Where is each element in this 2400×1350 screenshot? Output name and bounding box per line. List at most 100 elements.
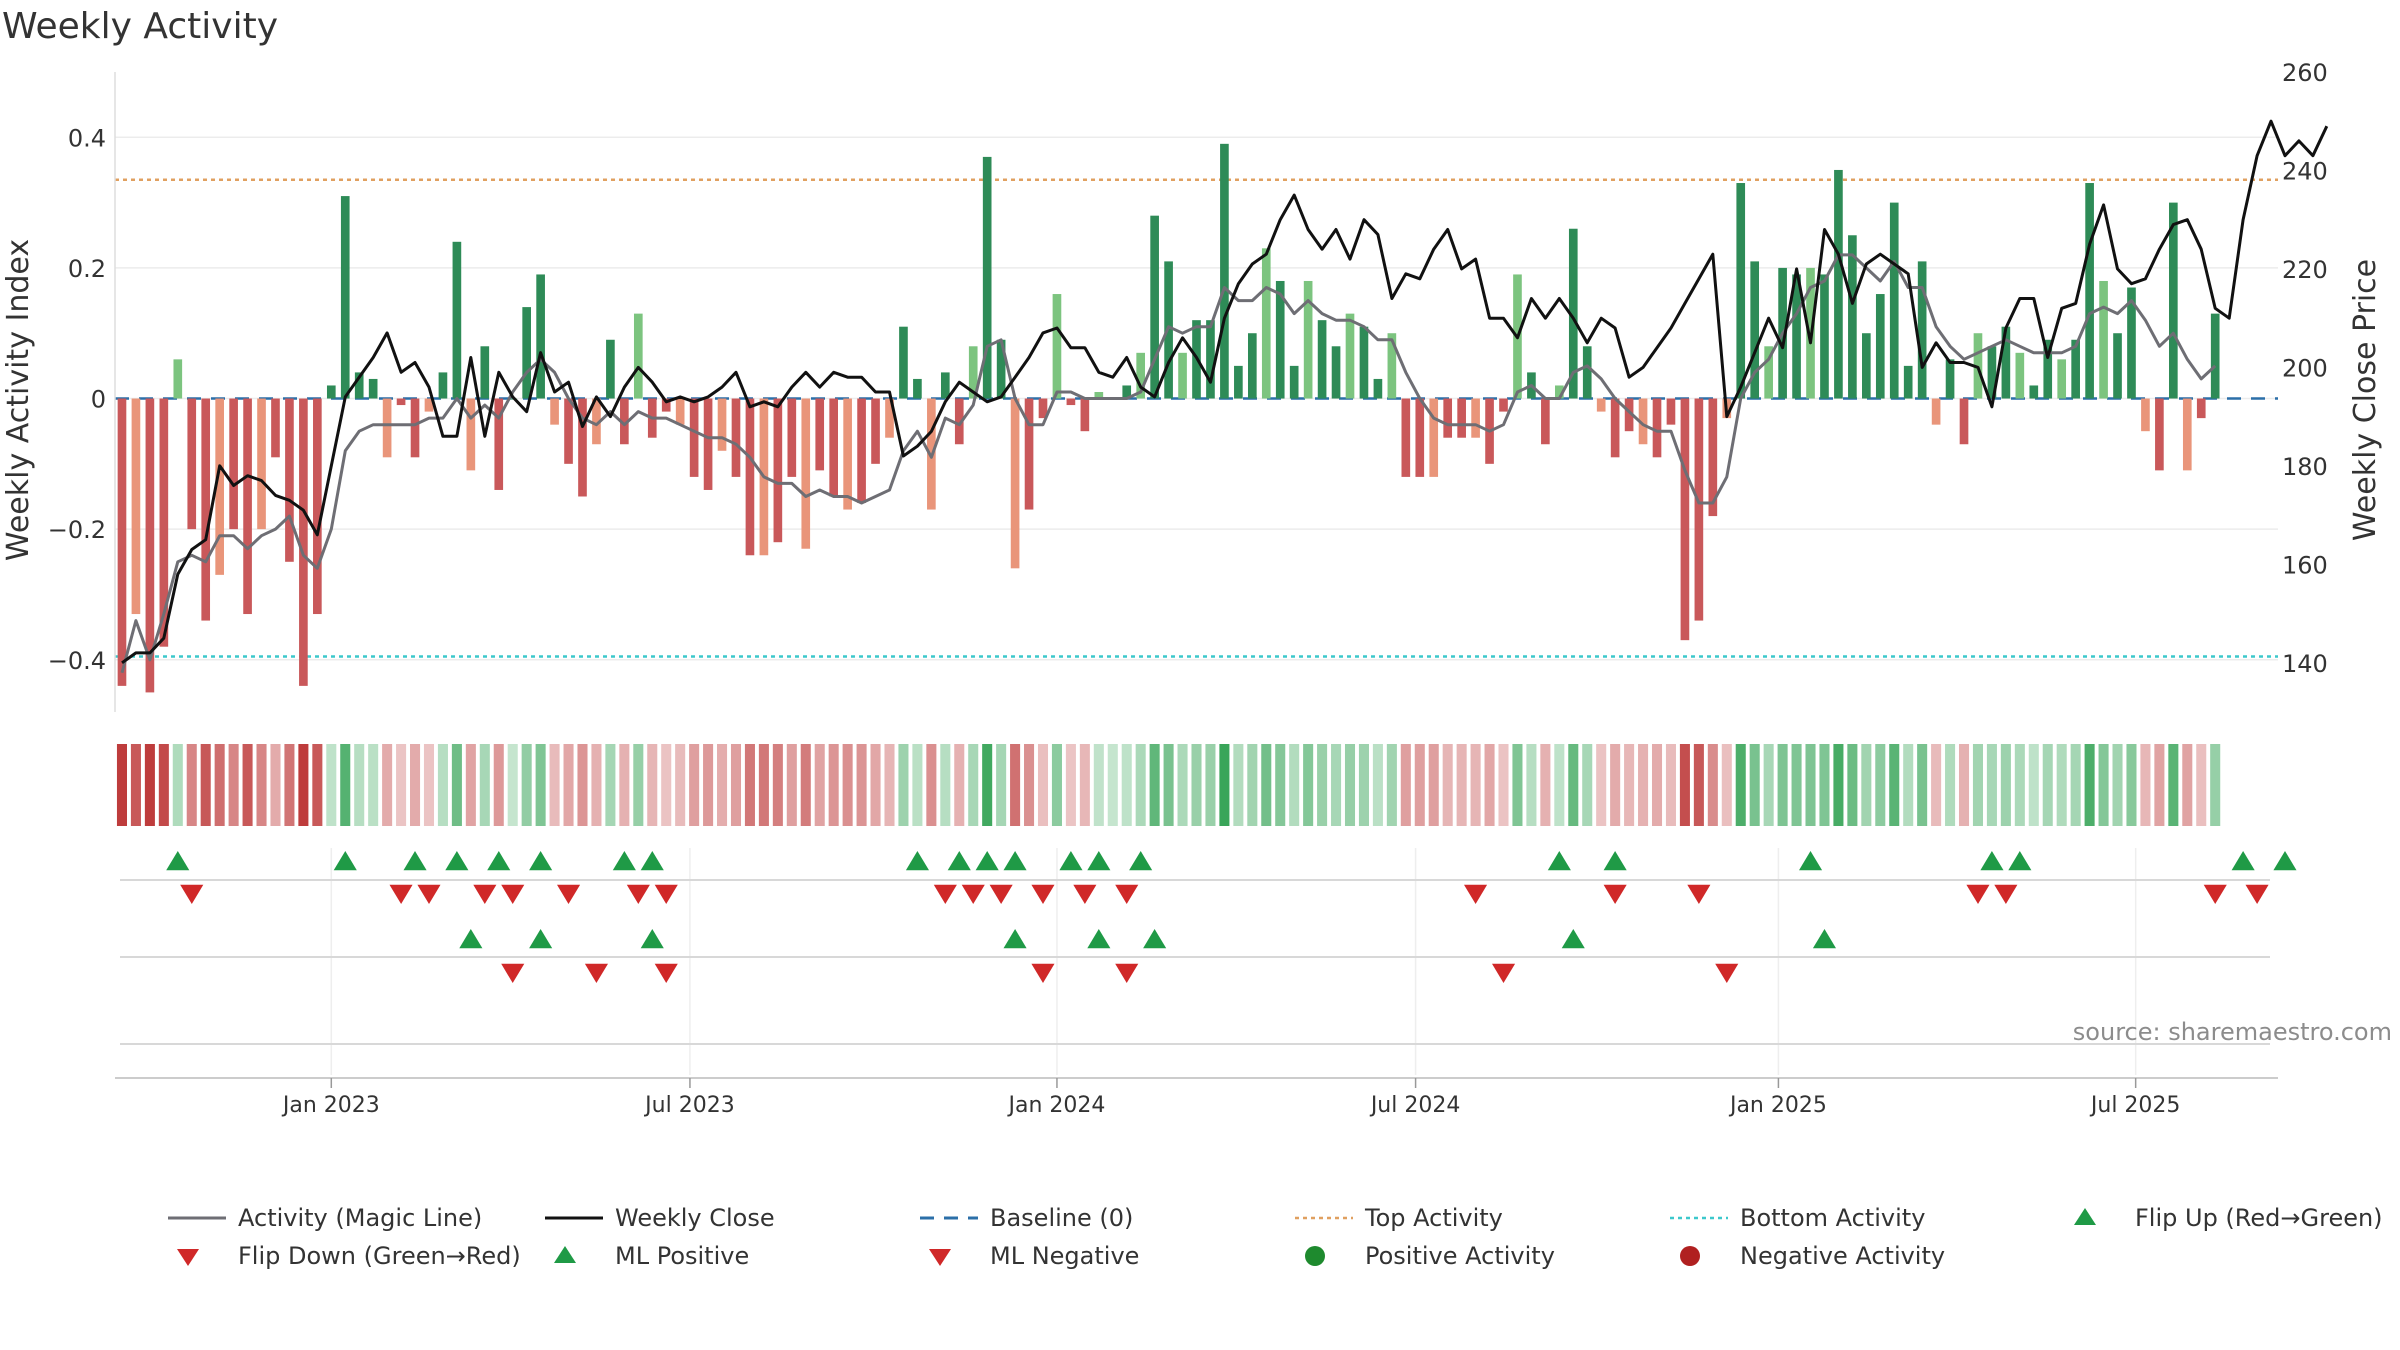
flip-up-marker	[2008, 851, 2032, 871]
y-left-tick-label: 0.4	[68, 124, 106, 152]
activity-bar-positive	[438, 372, 448, 399]
activity-bar-positive	[2071, 339, 2080, 399]
flip-up-marker	[947, 851, 971, 871]
ml-negative-marker	[501, 963, 525, 983]
heat-strip-cell	[1540, 744, 1551, 826]
heat-strip-cell	[996, 744, 1007, 826]
flip-up-marker	[975, 851, 999, 871]
activity-bar-positive	[1736, 183, 1746, 399]
activity-bar-negative	[857, 398, 866, 504]
activity-bar-positive	[1750, 261, 1760, 399]
flip-down-marker	[1073, 884, 1097, 904]
activity-bar-negative	[703, 398, 713, 490]
legend-negative-activity: Negative Activity	[1680, 1242, 1945, 1270]
heat-strip-cell	[1582, 744, 1593, 826]
heat-strip-cell	[549, 744, 560, 826]
heat-strip-cell	[437, 744, 448, 826]
heat-strip-cell	[1289, 744, 1300, 826]
heat-strip-cell	[1177, 744, 1188, 826]
activity-bar-positive	[2043, 339, 2053, 399]
heat-strip-cell	[1610, 744, 1621, 826]
flip-down-marker	[2245, 884, 2269, 904]
activity-bar-positive	[1903, 365, 1913, 399]
activity-bar-positive	[1373, 378, 1383, 399]
heat-strip-cell	[1205, 744, 1216, 826]
heat-strip-cell	[661, 744, 672, 826]
legend-bottom-activity: Bottom Activity	[1670, 1204, 1925, 1232]
legend-top-activity-label: Top Activity	[1364, 1204, 1503, 1232]
flip-up-marker	[529, 851, 553, 871]
legend-positive-activity-swatch	[1305, 1246, 1325, 1266]
activity-bar-negative	[1401, 398, 1411, 477]
activity-bar-positive	[996, 339, 1006, 399]
heat-strip-cell	[605, 744, 616, 826]
legend-flip-down-green-red-label: Flip Down (Green→Red)	[238, 1242, 521, 1270]
activity-bar-negative	[1666, 398, 1676, 425]
activity-bar-positive	[1289, 365, 1299, 399]
heat-strip-cell	[717, 744, 728, 826]
heat-strip-cell	[703, 744, 714, 826]
flip-up-marker	[403, 851, 427, 871]
activity-bar-positive	[633, 313, 643, 399]
heat-strip-cell	[116, 744, 128, 826]
flip-up-marker	[1603, 851, 1627, 871]
activity-bar-negative	[2196, 398, 2206, 419]
activity-bar-negative	[1610, 398, 1620, 458]
heat-strip-cell	[493, 744, 504, 826]
heat-strip-cell	[2196, 744, 2207, 826]
activity-bar-negative	[1443, 398, 1453, 438]
activity-bar-positive	[1234, 365, 1243, 399]
activity-bar-negative	[717, 398, 727, 451]
heat-strip-cell	[242, 744, 253, 826]
legend-flip-up-red-green: Flip Up (Red→Green)	[2074, 1204, 2383, 1232]
activity-bar-negative	[299, 398, 308, 686]
chart-title: Weekly Activity	[2, 6, 278, 47]
heat-strip-cell	[730, 744, 742, 826]
flip-down-marker	[389, 884, 413, 904]
heat-strip-cell	[1554, 744, 1565, 826]
heat-strip-cell	[423, 744, 435, 826]
activity-bar-positive	[1206, 320, 1215, 399]
heat-strip-cell	[284, 744, 295, 826]
activity-bar-negative	[382, 398, 392, 458]
activity-bar-positive	[940, 372, 950, 399]
ml-positive-marker	[529, 929, 553, 949]
heat-strip-cell	[1986, 744, 1997, 826]
flip-up-marker	[1129, 851, 1153, 871]
y-left-tick-label: 0	[91, 386, 106, 414]
heat-strip-cell	[619, 744, 630, 826]
activity-bar-positive	[536, 274, 545, 399]
activity-bar-negative	[1624, 398, 1634, 432]
activity-bar-negative	[271, 398, 280, 458]
heat-strip-cell	[1024, 744, 1035, 826]
ml-positive-marker	[640, 929, 664, 949]
heat-strip-cell	[1386, 744, 1397, 826]
heat-strip-cell	[786, 744, 797, 826]
y-right-tick-label: 160	[2282, 551, 2328, 579]
heat-strip-cell	[884, 744, 895, 826]
activity-bar-positive	[1345, 313, 1355, 399]
flip-up-marker	[1087, 851, 1111, 871]
heat-strip-cell	[1163, 744, 1174, 826]
flip-down-marker	[1966, 884, 1990, 904]
legend-weekly-close: Weekly Close	[545, 1204, 775, 1232]
activity-bar-positive	[2210, 313, 2220, 399]
ml-negative-marker	[1715, 963, 1739, 983]
heat-strip-cell	[814, 744, 825, 826]
activity-bar-negative	[1708, 398, 1718, 517]
heat-strip-cell	[521, 744, 532, 826]
heat-strip-cell	[870, 744, 881, 826]
activity-bar-positive	[2099, 280, 2108, 399]
activity-bar-positive	[1094, 392, 1104, 399]
heat-strip-cell	[298, 744, 309, 826]
ml-negative-marker	[654, 963, 678, 983]
legend-ml-negative-swatch	[929, 1249, 951, 1266]
activity-bar-negative	[578, 398, 587, 497]
flip-up-marker	[445, 851, 469, 871]
flip-up-marker	[905, 851, 929, 871]
activity-bar-positive	[968, 346, 978, 399]
heat-strip-cell	[1372, 744, 1383, 826]
flip-up-marker	[2273, 851, 2297, 871]
activity-bar-negative	[843, 398, 852, 510]
